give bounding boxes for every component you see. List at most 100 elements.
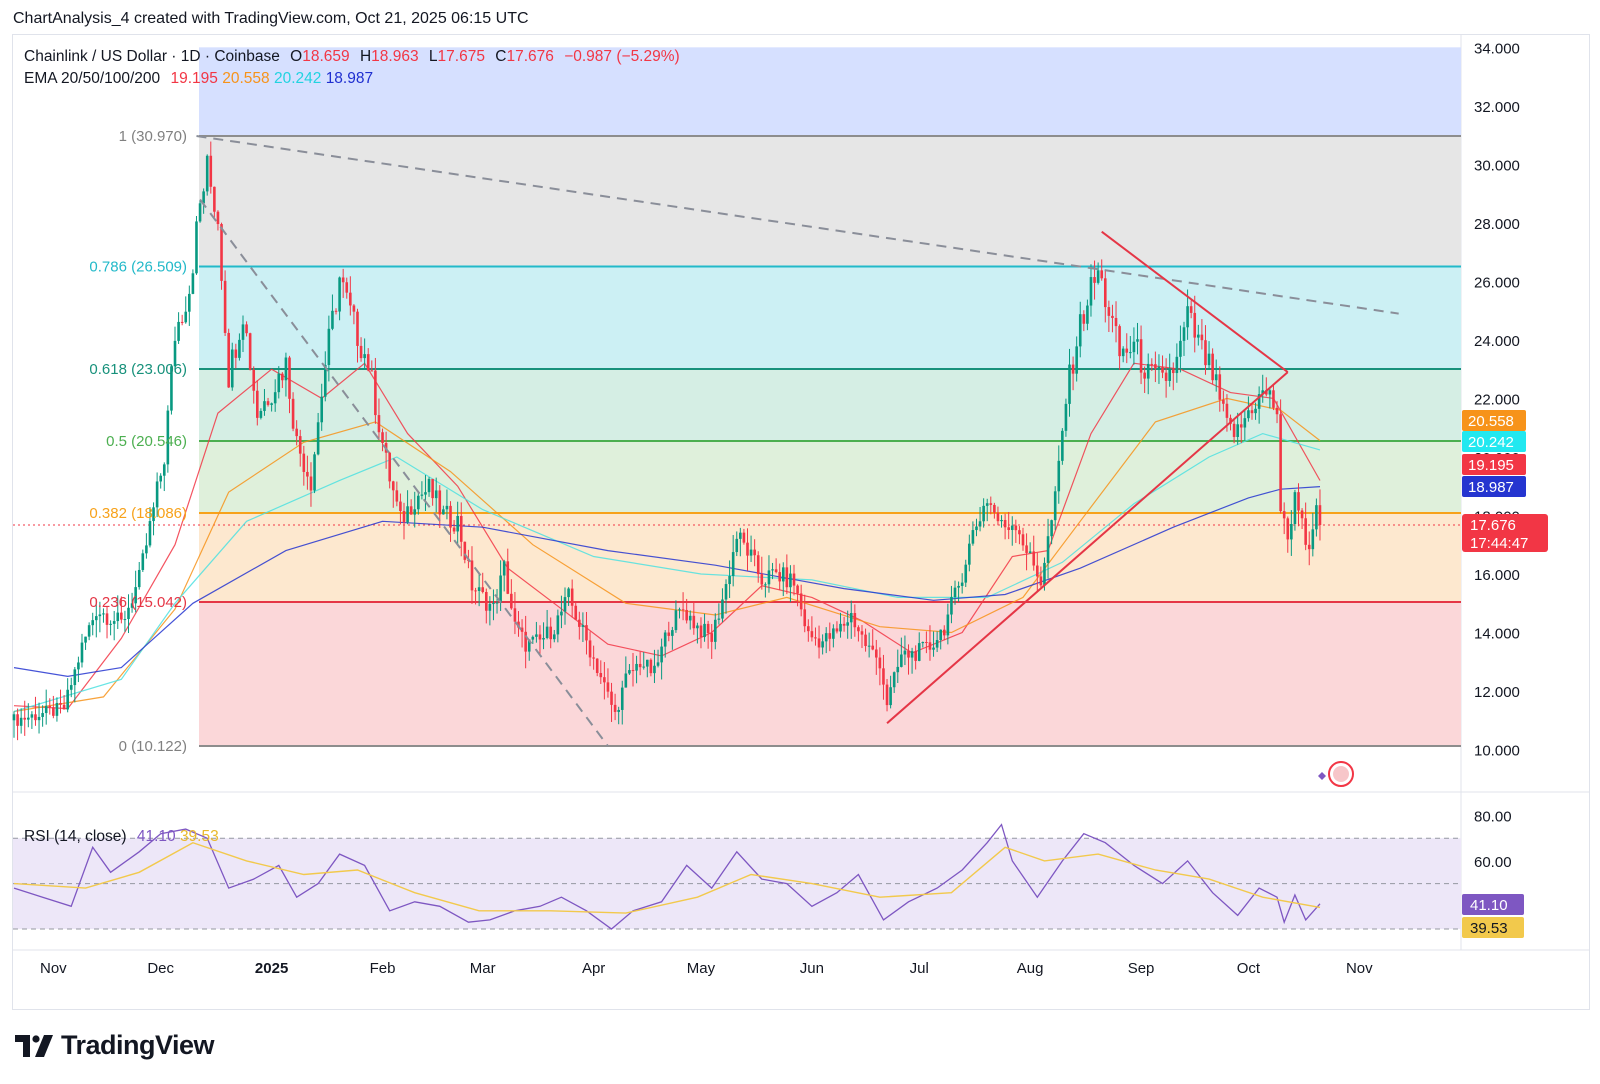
candle-body xyxy=(849,613,853,623)
candle-body xyxy=(1275,407,1279,415)
candle-body xyxy=(1146,363,1150,379)
candle-body xyxy=(853,613,857,628)
candle-body xyxy=(688,615,692,621)
candle-body xyxy=(1050,520,1053,537)
rsi-badge-bg xyxy=(1462,894,1524,915)
candle-body xyxy=(696,625,699,629)
brand-name: TradingView xyxy=(61,1030,215,1060)
fib-zone-1 xyxy=(199,135,1461,267)
candle-body xyxy=(94,616,98,621)
candle-body xyxy=(713,619,717,642)
event-diamond-icon xyxy=(1318,772,1326,780)
candle-body xyxy=(345,282,349,293)
candle-body xyxy=(230,349,234,388)
fib-zone-4 xyxy=(199,440,1461,513)
candle-body xyxy=(91,620,95,626)
candle-body xyxy=(925,642,928,644)
candle-body xyxy=(112,621,116,624)
candle-body xyxy=(223,280,227,333)
rsi-legend: RSI (14, close) 41.10 39.53 xyxy=(24,828,219,846)
candle-body xyxy=(109,623,112,625)
candle-body xyxy=(1078,314,1082,347)
candle-body xyxy=(896,666,900,673)
candle-body xyxy=(102,613,105,615)
candle-body xyxy=(313,454,316,491)
candle-body xyxy=(620,687,624,710)
candle-body xyxy=(234,349,238,358)
candle-body xyxy=(477,587,481,591)
candle-body xyxy=(996,512,1000,522)
brand[interactable]: TradingView xyxy=(15,1030,215,1061)
high-value: 18.963 xyxy=(371,48,419,65)
candle-body xyxy=(316,422,320,455)
candle-body xyxy=(1265,390,1268,395)
candle-body xyxy=(799,593,803,610)
candle-body xyxy=(352,305,356,312)
candle-body xyxy=(828,633,832,639)
candle-body xyxy=(1218,374,1222,400)
candle-body xyxy=(205,155,209,192)
trendline-3 xyxy=(886,371,1289,724)
candle-body xyxy=(592,657,595,659)
candle-body xyxy=(864,634,867,647)
symbol-legend: Chainlink / US Dollar · 1D · Coinbase O 1… xyxy=(24,48,680,66)
candle-body xyxy=(59,702,62,705)
candle-body xyxy=(928,642,932,650)
rsi-label[interactable]: RSI (14, close) xyxy=(24,828,127,845)
candle-body xyxy=(835,628,839,632)
open-label: O xyxy=(290,48,303,65)
candle-body xyxy=(1229,417,1232,424)
candle-body xyxy=(774,569,778,573)
time-tick: Apr xyxy=(582,960,605,977)
candle-body xyxy=(252,369,256,391)
candle-body xyxy=(1136,339,1139,342)
candle-body xyxy=(810,631,814,638)
candle-body xyxy=(1053,491,1057,521)
price-tick: 34.000 xyxy=(1474,40,1520,57)
current-price-badge xyxy=(1462,514,1548,552)
time-tick: Jul xyxy=(910,960,929,977)
candle-body xyxy=(603,677,606,683)
ema100-value: 20.242 xyxy=(273,70,322,87)
candle-body xyxy=(760,574,764,585)
candle-body xyxy=(574,605,578,620)
candle-body xyxy=(1129,352,1132,354)
price-tick: 28.000 xyxy=(1474,216,1520,233)
candle-body xyxy=(520,627,524,632)
candle-body xyxy=(406,506,409,523)
candle-body xyxy=(334,310,338,312)
candle-body xyxy=(549,626,552,640)
candle-body xyxy=(1179,340,1182,357)
candle-body xyxy=(442,509,445,515)
candle-body xyxy=(1057,460,1061,492)
candle-body xyxy=(399,501,402,512)
candle-body xyxy=(531,636,535,640)
candle-body xyxy=(48,705,52,708)
ema50-value: 20.558 xyxy=(222,70,270,87)
candle-body xyxy=(98,614,102,617)
candle-body xyxy=(781,567,785,582)
candle-body xyxy=(685,609,688,621)
candle-body xyxy=(1282,511,1286,519)
candle-body xyxy=(417,495,420,510)
time-tick: Jun xyxy=(800,960,824,977)
candle-body xyxy=(556,615,560,635)
candle-body xyxy=(213,186,216,212)
time-tick: Oct xyxy=(1237,960,1261,977)
ema-label[interactable]: EMA 20/50/100/200 xyxy=(24,70,161,87)
candle-body xyxy=(1200,334,1204,341)
candle-body xyxy=(159,475,162,482)
time-tick: Sep xyxy=(1128,960,1155,977)
candle-body xyxy=(1118,326,1121,357)
symbol-name[interactable]: Chainlink / US Dollar · 1D · Coinbase xyxy=(24,48,280,65)
rsi-ma-line xyxy=(13,841,1321,914)
candle-body xyxy=(892,672,896,688)
price-badge-value: 19.195 xyxy=(1468,457,1514,474)
candle-body xyxy=(1154,364,1157,369)
fib-zone-0 xyxy=(199,47,1461,136)
fib-label-0: 0 (10.122) xyxy=(119,738,187,755)
candle-body xyxy=(857,627,860,632)
candle-body xyxy=(778,572,781,582)
candle-body xyxy=(288,357,291,399)
